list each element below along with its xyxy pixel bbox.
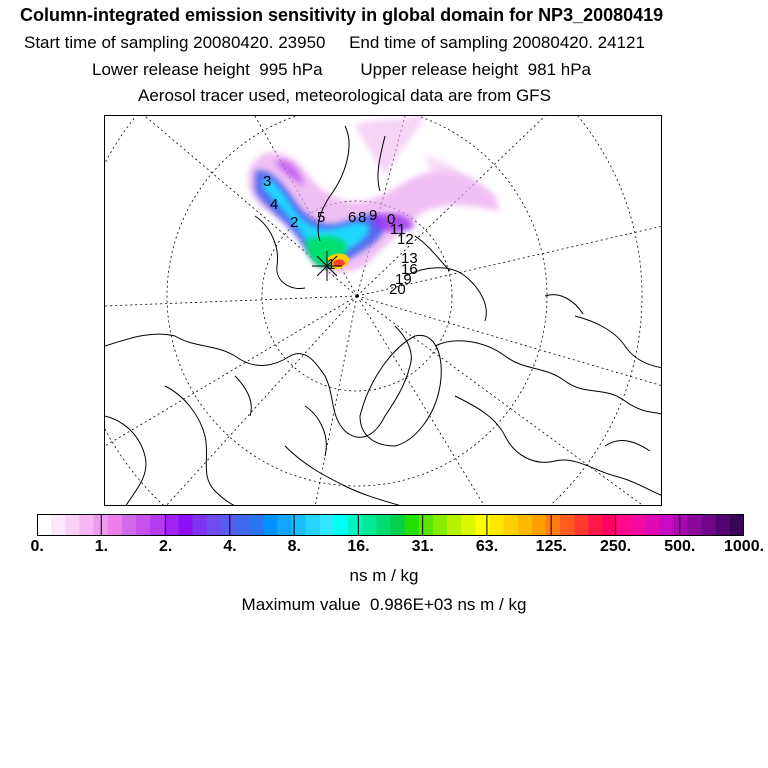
polar-map: 1 2 3 4 5 6 8 9 0 11 12 13 16 19 20: [104, 115, 662, 506]
colorbar-cell: [715, 514, 731, 536]
colorbar-tick-label: 31.: [411, 538, 434, 555]
colorbar-cell: [220, 514, 236, 536]
marker-5: 5: [317, 209, 325, 226]
marker-6: 6: [348, 209, 356, 226]
colorbar-cell: [503, 514, 519, 536]
colorbar-cell: [673, 514, 689, 536]
colorbar-cell: [630, 514, 646, 536]
marker-11: 11: [390, 221, 406, 238]
colorbar-cell: [729, 514, 744, 536]
colorbar-tick-label: 500.: [664, 538, 696, 555]
marker-16: 16: [401, 261, 418, 278]
colorbar-cell: [333, 514, 349, 536]
colorbar-cells: [37, 514, 744, 536]
colorbar-cell: [107, 514, 123, 536]
colorbar-cell: [687, 514, 703, 536]
colorbar-tick-label: 1.: [94, 538, 109, 555]
colorbar-tick-label: 63.: [475, 538, 499, 555]
colorbar-cell: [574, 514, 590, 536]
release-height-line: Lower release height 995 hPa Upper relea…: [92, 60, 591, 79]
marker-0: 0: [387, 211, 395, 228]
colorbar-cell: [404, 514, 420, 536]
colorbar-cell: [348, 514, 363, 536]
colorbar-cell: [37, 514, 52, 536]
colorbar-cell: [178, 514, 194, 536]
marker-3: 3: [263, 173, 271, 190]
marker-13: 13: [401, 250, 418, 267]
colorbar-tick-label: 4.: [223, 538, 237, 555]
colorbar-cell: [206, 514, 222, 536]
colorbar-tick-label: 0.: [30, 538, 44, 555]
colorbar-cell: [263, 514, 278, 536]
colorbar-tick-label: 8.: [287, 538, 301, 555]
colorbar-cell: [560, 514, 575, 536]
emission-plume: [248, 116, 500, 273]
colorbar-cell: [531, 514, 547, 536]
marker-20: 20: [389, 281, 406, 298]
colorbar-cell: [390, 514, 406, 536]
marker-19: 19: [395, 271, 412, 288]
colorbar-cell: [602, 514, 618, 536]
colorbar-cell: [277, 514, 293, 536]
release-site-marker: [312, 251, 342, 281]
colorbar-cell: [376, 514, 392, 536]
colorbar-tick-label: 16.: [347, 538, 370, 555]
plot-title: Column-integrated emission sensitivity i…: [20, 5, 664, 25]
colorbar-cell: [645, 514, 660, 536]
colorbar-cell: [475, 514, 491, 536]
colorbar-cell: [616, 514, 632, 536]
colorbar-unit: ns m / kg: [349, 566, 419, 585]
graticule: [105, 116, 661, 505]
colorbar-cell: [659, 514, 674, 536]
colorbar-cell: [192, 514, 208, 536]
colorbar: [37, 514, 744, 536]
coastlines: [105, 125, 661, 505]
colorbar-cell: [461, 514, 476, 536]
colorbar-cell: [135, 514, 151, 536]
colorbar-cell: [234, 514, 250, 536]
map-canvas: 1 2 3 4 5 6 8 9 0 11 12 13 16 19 20: [105, 116, 661, 505]
colorbar-cell: [432, 514, 448, 536]
colorbar-cell: [51, 514, 66, 536]
colorbar-cell: [305, 514, 321, 536]
colorbar-dividers: [100, 514, 681, 536]
colorbar-cell: [291, 514, 307, 536]
colorbar-cell: [79, 514, 95, 536]
colorbar-frame: [37, 514, 744, 536]
colorbar-cell: [489, 514, 505, 536]
colorbar-tick-label: 2.: [159, 538, 173, 555]
trajectory-markers: 1 2 3 4 5 6 8 9 0 11 12 13 16 19 20: [263, 173, 418, 298]
colorbar-cell: [249, 514, 264, 536]
colorbar-tick-label: 125.: [535, 538, 567, 555]
colorbar-cell: [701, 514, 717, 536]
tracer-info-line: Aerosol tracer used, meteorological data…: [138, 86, 551, 105]
colorbar-cell: [121, 514, 137, 536]
colorbar-cell: [164, 514, 179, 536]
marker-12: 12: [397, 231, 414, 248]
marker-1: 1: [327, 256, 335, 273]
colorbar-tick-label: 1000.: [724, 538, 765, 555]
colorbar-cell: [447, 514, 462, 536]
colorbar-cell: [362, 514, 377, 536]
colorbar-cell: [517, 514, 533, 536]
marker-9: 9: [369, 207, 377, 224]
colorbar-cell: [150, 514, 165, 536]
marker-2: 2: [290, 214, 298, 231]
marker-4: 4: [270, 196, 278, 213]
colorbar-cell: [65, 514, 81, 536]
colorbar-cell: [319, 514, 335, 536]
sampling-time-line: Start time of sampling 20080420. 23950 E…: [24, 33, 645, 52]
colorbar-tick-label: 250.: [599, 538, 632, 555]
colorbar-cell: [588, 514, 604, 536]
marker-8: 8: [358, 209, 366, 226]
colorbar-cell: [418, 514, 434, 536]
colorbar-cell: [546, 514, 561, 536]
maximum-value-line: Maximum value 0.986E+03 ns m / kg: [241, 595, 527, 614]
